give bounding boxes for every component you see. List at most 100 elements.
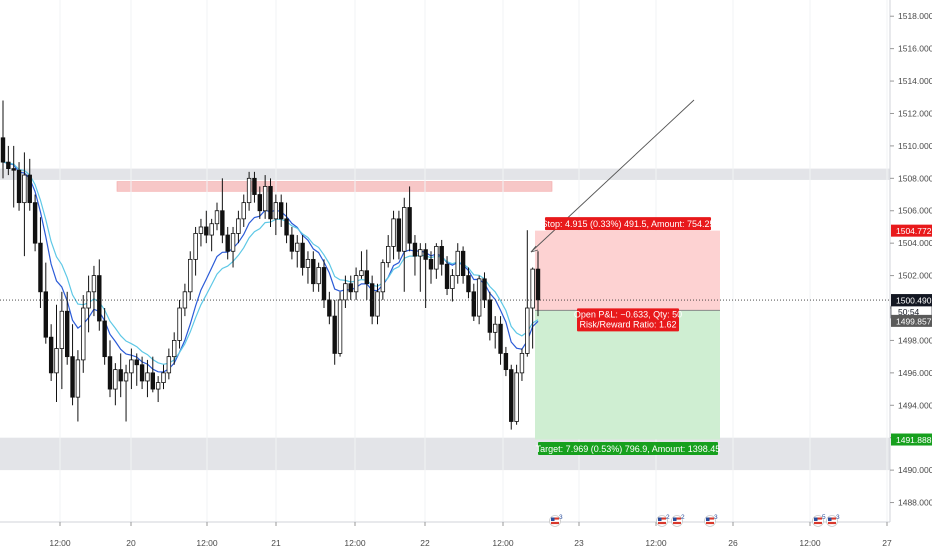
candle-body xyxy=(402,207,407,252)
event-flag-icon[interactable]: 3 xyxy=(549,514,564,527)
candle xyxy=(509,364,514,430)
candle xyxy=(337,291,343,357)
flag-stripe-red xyxy=(673,521,681,525)
event-flag-icon[interactable]: 2 xyxy=(671,514,686,527)
event-count: 3 xyxy=(836,514,840,521)
entry-price-tag-label: 1499.857 xyxy=(896,316,932,326)
price-tick-label: 1516.000 xyxy=(898,44,932,54)
price-axis-background xyxy=(890,0,932,550)
candle-body xyxy=(460,250,466,276)
event-flag-icon[interactable]: 5 xyxy=(812,514,827,527)
trend-arrow-head xyxy=(530,245,539,253)
time-tick-label: 12:00 xyxy=(49,538,71,548)
candle-body xyxy=(396,218,402,252)
candle xyxy=(487,291,493,341)
candle-body xyxy=(43,291,48,338)
candle xyxy=(75,350,81,422)
candle xyxy=(54,304,59,403)
candle xyxy=(375,283,380,325)
event-flag-icon[interactable]: 3 xyxy=(826,514,841,527)
target-area[interactable] xyxy=(535,310,720,440)
stop-label-box xyxy=(545,217,711,231)
candle-body xyxy=(32,202,38,244)
support-zone xyxy=(0,437,890,471)
flag-stripe-red xyxy=(706,521,714,525)
candle-body xyxy=(353,275,359,293)
candle xyxy=(455,243,460,284)
price-tick-label: 1494.000 xyxy=(898,400,932,410)
candle-body xyxy=(514,372,519,422)
flag-stripe-red xyxy=(551,517,559,520)
candle-body xyxy=(113,369,118,390)
target-label-box xyxy=(538,442,718,456)
candle xyxy=(262,175,268,219)
candle-body xyxy=(81,307,86,361)
candle xyxy=(476,275,482,325)
time-tick-label: 26 xyxy=(728,538,738,548)
target-price-tag-label: 1491.888 xyxy=(896,435,932,445)
candle xyxy=(102,308,107,365)
time-tick-label: 21 xyxy=(271,538,281,548)
time-tick-label: 20 xyxy=(126,538,136,548)
candle xyxy=(327,291,332,325)
event-flag-icon[interactable]: 2 xyxy=(656,514,671,527)
event-flag-icon[interactable]: 3 xyxy=(704,514,719,527)
candle-body xyxy=(273,202,279,220)
price-tick-label: 1514.000 xyxy=(898,76,932,86)
candle-body xyxy=(337,299,343,354)
candle xyxy=(498,316,503,365)
candle-body xyxy=(139,364,145,382)
candle xyxy=(530,267,535,349)
candle-body xyxy=(91,275,97,293)
price-tick-label: 1498.000 xyxy=(898,335,932,345)
candle-body xyxy=(230,233,236,252)
candle-body xyxy=(177,307,182,341)
stop-label: Stop: 4.915 (0.33%) 491.5, Amount: 754.2… xyxy=(541,219,714,229)
event-count: 2 xyxy=(681,514,685,521)
candle xyxy=(273,194,279,236)
candle-body xyxy=(284,218,289,236)
candle xyxy=(107,340,113,398)
candle-body xyxy=(476,278,482,317)
event-markers[interactable]: 3 2 2 3 5 3 xyxy=(549,514,841,527)
ratio-label: Risk/Reward Ratio: 1.62 xyxy=(579,319,676,329)
price-axis[interactable]: 1488.0001490.0001492.0001494.0001496.000… xyxy=(889,0,932,550)
candle xyxy=(295,235,300,268)
candle xyxy=(316,262,321,292)
candle xyxy=(225,226,230,260)
candle xyxy=(16,162,22,211)
candle xyxy=(300,235,305,276)
candle-body xyxy=(188,258,193,293)
candle xyxy=(0,100,6,179)
candle xyxy=(214,202,220,231)
candle-body xyxy=(11,168,16,171)
time-axis[interactable]: 12:00 20 12:00 21 12:00 22 12:00 23 12:00 26 12:00… xyxy=(0,521,892,548)
stop-area[interactable] xyxy=(535,230,720,311)
candle xyxy=(412,235,418,276)
candle-body xyxy=(236,218,241,234)
candle xyxy=(268,178,273,227)
candle xyxy=(359,251,364,279)
time-tick-label: 22 xyxy=(420,538,430,548)
candle-body xyxy=(348,283,353,293)
pnl-label: Open P&L: −0.633, Qty: 50 xyxy=(574,309,682,319)
target-label: Target: 7.969 (0.53%) 796.9, Amount: 139… xyxy=(536,444,721,454)
long-position-tool[interactable] xyxy=(535,230,720,440)
candle xyxy=(155,376,161,403)
candle xyxy=(171,332,177,365)
candle-body xyxy=(525,307,530,354)
event-count: 3 xyxy=(559,514,563,521)
candle-body xyxy=(171,340,177,358)
candle xyxy=(118,353,123,398)
candle-body xyxy=(65,310,70,358)
time-tick-label: 27 xyxy=(882,538,892,548)
candle xyxy=(492,316,498,349)
candle xyxy=(466,267,471,299)
price-tick-label: 1496.000 xyxy=(898,368,932,378)
flag-stripe-red xyxy=(814,521,822,525)
candle-body xyxy=(166,356,172,374)
price-tick-label: 1490.000 xyxy=(898,465,932,475)
flag-stripe-red xyxy=(828,517,836,520)
time-tick-label: 12:00 xyxy=(492,538,514,548)
